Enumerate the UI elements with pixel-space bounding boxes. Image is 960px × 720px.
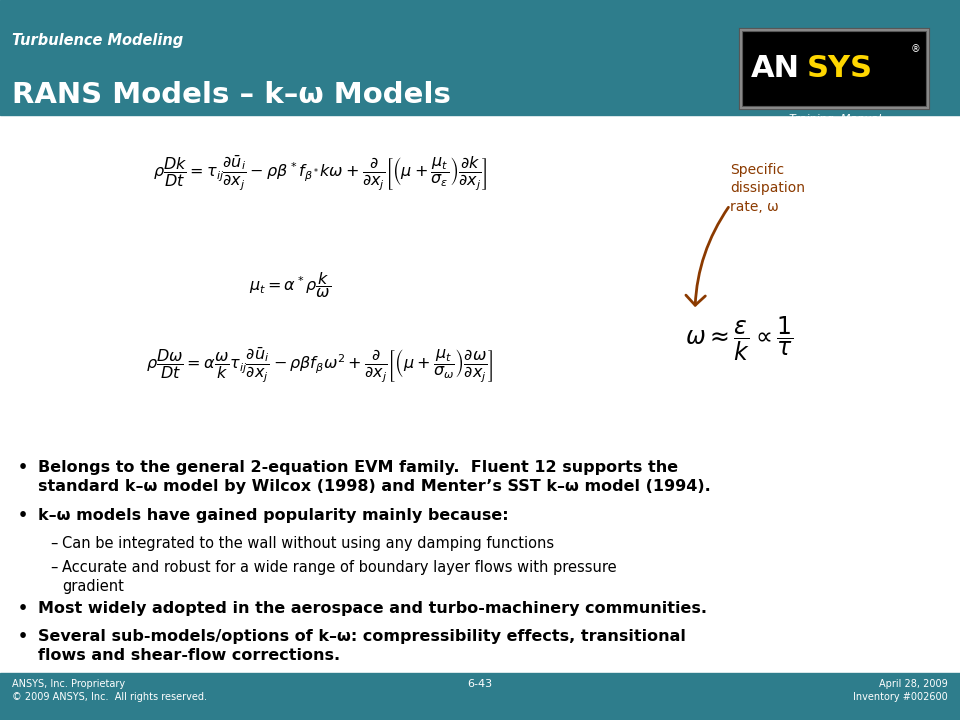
Text: $\rho\dfrac{D\omega}{Dt} = \alpha\dfrac{\omega}{k}\tau_{ij}\dfrac{\partial\bar{u: $\rho\dfrac{D\omega}{Dt} = \alpha\dfrac{… [146,345,493,384]
Text: $\rho\dfrac{Dk}{Dt} = \tau_{ij}\dfrac{\partial\bar{u}_i}{\partial x_j} - \rho\be: $\rho\dfrac{Dk}{Dt} = \tau_{ij}\dfrac{\p… [153,153,487,192]
Text: •: • [18,629,28,644]
Text: SYS: SYS [806,55,873,84]
Text: Accurate and robust for a wide range of boundary layer flows with pressure
gradi: Accurate and robust for a wide range of … [62,560,616,593]
Text: Can be integrated to the wall without using any damping functions: Can be integrated to the wall without us… [62,536,554,551]
FancyArrowPatch shape [685,207,729,305]
Text: Several sub-models/options of k–ω: compressibility effects, transitional
flows a: Several sub-models/options of k–ω: compr… [38,629,685,662]
Text: AN: AN [751,55,800,84]
Text: ANSYS, Inc. Proprietary
© 2009 ANSYS, Inc.  All rights reserved.: ANSYS, Inc. Proprietary © 2009 ANSYS, In… [12,679,207,702]
Text: Turbulence Modeling: Turbulence Modeling [12,33,183,48]
Text: k–ω models have gained popularity mainly because:: k–ω models have gained popularity mainly… [38,508,509,523]
Text: –: – [50,560,58,575]
Text: •: • [18,601,28,616]
Text: $\mu_t = \alpha^* \rho\dfrac{k}{\omega}$: $\mu_t = \alpha^* \rho\dfrac{k}{\omega}$ [249,270,331,300]
Text: Most widely adopted in the aerospace and turbo-machinery communities.: Most widely adopted in the aerospace and… [38,601,707,616]
Text: ®: ® [911,44,921,54]
Text: Belongs to the general 2-equation EVM family.  Fluent 12 supports the
standard k: Belongs to the general 2-equation EVM fa… [38,460,710,494]
Text: RANS Models – k–ω Models: RANS Models – k–ω Models [12,81,451,109]
Text: $\omega \approx \dfrac{\varepsilon}{k} \propto \dfrac{1}{\tau}$: $\omega \approx \dfrac{\varepsilon}{k} \… [685,315,794,364]
Text: 6-43: 6-43 [468,679,492,688]
Text: –: – [50,536,58,551]
Text: •: • [18,508,28,523]
Text: Specific
dissipation
rate, ω: Specific dissipation rate, ω [730,163,805,214]
Text: •: • [18,460,28,475]
Text: April 28, 2009
Inventory #002600: April 28, 2009 Inventory #002600 [852,679,948,702]
Text: Training  Manual: Training Manual [788,114,881,124]
